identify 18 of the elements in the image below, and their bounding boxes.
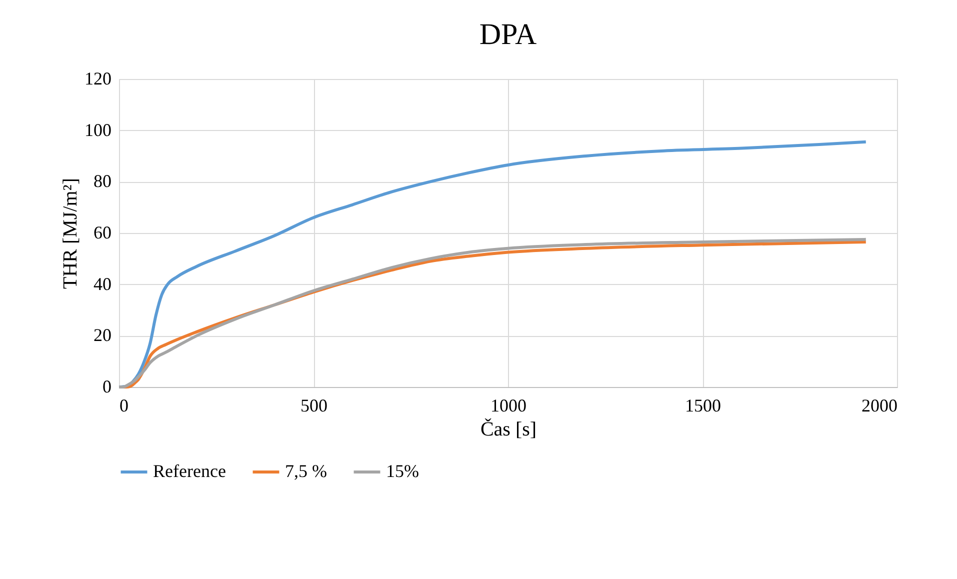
y-tick-label: 20 bbox=[94, 325, 112, 346]
x-tick-label: 1500 bbox=[685, 396, 721, 416]
legend-label: Reference bbox=[153, 461, 226, 481]
x-axis-title: Čas [s] bbox=[480, 418, 537, 440]
legend-label: 7,5 % bbox=[285, 461, 327, 481]
x-tick-label: 2000 bbox=[862, 396, 898, 416]
legend-label: 15% bbox=[386, 461, 419, 481]
x-tick-label: 0 bbox=[120, 396, 128, 416]
y-tick-label: 120 bbox=[84, 68, 112, 88]
y-tick-label: 100 bbox=[84, 120, 112, 140]
y-tick-label: 0 bbox=[102, 376, 112, 396]
chart-title: DPA bbox=[479, 18, 537, 51]
y-tick-label: 40 bbox=[94, 274, 112, 294]
y-axis-title: THR [MJ/m²] bbox=[60, 178, 82, 289]
y-tick-label: 60 bbox=[94, 222, 112, 242]
x-tick-label: 1000 bbox=[490, 396, 526, 416]
y-tick-label: 80 bbox=[94, 171, 112, 192]
x-tick-label: 500 bbox=[300, 396, 328, 416]
